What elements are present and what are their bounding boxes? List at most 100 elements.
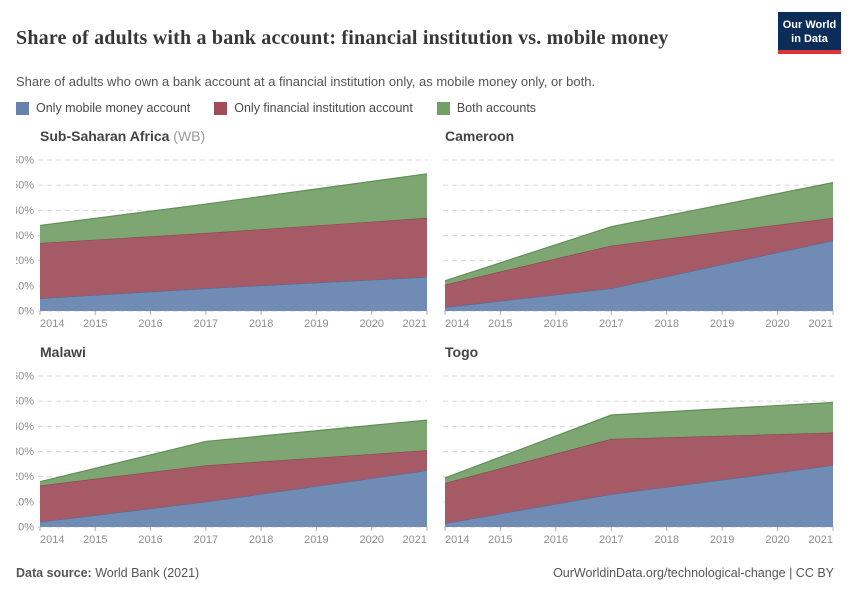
chart-subtitle: Share of adults who own a bank account a… bbox=[16, 74, 596, 89]
x-tick-label: 2019 bbox=[710, 534, 734, 546]
legend-swatch-both bbox=[436, 101, 450, 115]
legend-swatch-only_mobile bbox=[16, 101, 29, 115]
area-only_fi[interactable] bbox=[40, 217, 427, 299]
facet-title-text: Malawi bbox=[40, 344, 86, 360]
x-tick-label: 2016 bbox=[138, 318, 162, 330]
legend-item-only_mobile[interactable]: Only mobile money account bbox=[16, 101, 190, 115]
area-both[interactable] bbox=[40, 420, 427, 486]
area-top-line-both bbox=[39, 173, 428, 227]
facet-title-text: Togo bbox=[445, 344, 479, 360]
legend-item-both[interactable]: Both accounts bbox=[436, 101, 537, 115]
y-tick-label: 10% bbox=[16, 496, 34, 508]
x-tick-label: 2015 bbox=[83, 534, 107, 546]
legend: Only mobile money account Only financial … bbox=[16, 101, 536, 115]
owid-logo[interactable]: Our World in Data bbox=[778, 12, 841, 54]
data-source: Data source: World Bank (2021) bbox=[16, 566, 199, 580]
owid-logo-line2: in Data bbox=[791, 33, 828, 46]
area-only_fi[interactable] bbox=[445, 432, 833, 524]
y-tick-label: 60% bbox=[16, 371, 34, 383]
legend-item-only_fi[interactable]: Only financial institution account bbox=[214, 101, 413, 115]
y-tick-label: 0% bbox=[18, 306, 34, 318]
y-tick-label: 0% bbox=[18, 522, 34, 534]
area-top-line-both bbox=[444, 401, 834, 479]
area-only_mobile[interactable] bbox=[445, 465, 833, 527]
y-tick-label: 20% bbox=[16, 255, 34, 267]
x-tick-label: 2020 bbox=[765, 318, 789, 330]
x-tick-label: 2016 bbox=[544, 534, 568, 546]
area-both[interactable] bbox=[445, 402, 833, 483]
x-tick-label: 2017 bbox=[194, 318, 218, 330]
footer: Data source: World Bank (2021) OurWorldi… bbox=[16, 566, 834, 580]
data-source-value: World Bank (2021) bbox=[91, 566, 200, 580]
y-tick-label: 20% bbox=[16, 471, 34, 483]
x-tick-label: 2020 bbox=[359, 534, 383, 546]
x-tick-label: 2018 bbox=[249, 318, 273, 330]
x-tick-label: 2020 bbox=[765, 534, 789, 546]
x-tick-label: 2018 bbox=[654, 318, 678, 330]
area-both[interactable] bbox=[445, 182, 833, 285]
x-tick-label: 2016 bbox=[138, 534, 162, 546]
y-tick-label: 30% bbox=[16, 446, 34, 458]
y-tick-label: 60% bbox=[16, 155, 34, 167]
facet-malawi: Malawi 2014 2015 2016 2017 2018 2019 2020 2021 0%… bbox=[16, 344, 431, 552]
facet-togo: Togo 2014 2015 2016 2017 2018 2019 2020 2021 bbox=[433, 344, 837, 552]
x-tick-label: 2014 bbox=[40, 318, 64, 330]
y-tick-label: 40% bbox=[16, 205, 34, 217]
legend-label: Only mobile money account bbox=[36, 101, 191, 115]
legend-label: Only financial institution account bbox=[234, 101, 413, 115]
x-tick-label: 2021 bbox=[809, 534, 833, 546]
x-tick-label: 2018 bbox=[249, 534, 273, 546]
y-tick-label: 30% bbox=[16, 230, 34, 242]
x-tick-label: 2017 bbox=[194, 534, 218, 546]
y-tick-label: 50% bbox=[16, 180, 34, 192]
x-tick-label: 2014 bbox=[445, 318, 469, 330]
facet-title-text: Cameroon bbox=[445, 128, 515, 144]
facet-chart-sub-saharan-africa[interactable]: 2014 2015 2016 2017 2018 2019 2020 2021 0% 10% 20%… bbox=[16, 154, 431, 336]
area-only_mobile[interactable] bbox=[40, 277, 427, 311]
x-tick-label: 2021 bbox=[809, 318, 833, 330]
facet-chart-togo[interactable]: 2014 2015 2016 2017 2018 2019 2020 2021 bbox=[433, 370, 837, 552]
facet-sub-saharan-africa: Sub-Saharan Africa (WB) 2014 2015 2016 2017 2… bbox=[16, 128, 431, 336]
facet-cameroon: Cameroon 2014 2015 2016 2017 2018 2019 2020 2021 bbox=[433, 128, 837, 336]
x-tick-label: 2014 bbox=[445, 534, 469, 546]
legend-swatch-only_fi bbox=[214, 101, 228, 115]
x-tick-label: 2021 bbox=[403, 534, 427, 546]
area-top-line-both bbox=[444, 182, 834, 282]
x-tick-label: 2017 bbox=[599, 318, 623, 330]
footer-citation-link[interactable]: OurWorldinData.org/technological-change … bbox=[553, 566, 834, 580]
facet-title: Sub-Saharan Africa (WB) bbox=[16, 128, 431, 154]
x-tick-label: 2014 bbox=[40, 534, 64, 546]
x-tick-label: 2021 bbox=[403, 318, 427, 330]
x-tick-label: 2015 bbox=[83, 318, 107, 330]
area-only_fi[interactable] bbox=[40, 450, 427, 522]
x-tick-label: 2019 bbox=[304, 534, 328, 546]
y-tick-label: 50% bbox=[16, 396, 34, 408]
x-tick-label: 2016 bbox=[544, 318, 568, 330]
area-top-line-both bbox=[39, 419, 428, 483]
legend-label: Both accounts bbox=[456, 101, 537, 115]
y-tick-label: 40% bbox=[16, 421, 34, 433]
facet-chart-cameroon[interactable]: 2014 2015 2016 2017 2018 2019 2020 2021 bbox=[433, 154, 837, 336]
facet-title: Cameroon bbox=[433, 128, 837, 154]
x-tick-label: 2018 bbox=[654, 534, 678, 546]
x-tick-label: 2017 bbox=[599, 534, 623, 546]
owid-logo-red-bar bbox=[778, 50, 841, 54]
facet-title-qualifier: (WB) bbox=[169, 128, 206, 144]
page-title: Share of adults with a bank account: fin… bbox=[16, 27, 669, 50]
x-tick-label: 2020 bbox=[359, 318, 383, 330]
facet-title-text: Sub-Saharan Africa bbox=[40, 128, 170, 144]
facet-chart-malawi[interactable]: 2014 2015 2016 2017 2018 2019 2020 2021 0% 10% 20%… bbox=[16, 370, 431, 552]
area-both[interactable] bbox=[40, 173, 427, 244]
x-tick-label: 2019 bbox=[710, 318, 734, 330]
facet-title: Togo bbox=[433, 344, 837, 370]
x-tick-label: 2019 bbox=[304, 318, 328, 330]
facet-title: Malawi bbox=[16, 344, 431, 370]
x-tick-label: 2015 bbox=[488, 318, 512, 330]
y-tick-label: 10% bbox=[16, 280, 34, 292]
data-source-label: Data source: bbox=[16, 566, 92, 580]
x-tick-label: 2015 bbox=[488, 534, 512, 546]
owid-logo-line1: Our World bbox=[782, 19, 837, 31]
area-only_fi[interactable] bbox=[445, 217, 833, 308]
area-only_mobile[interactable] bbox=[445, 240, 833, 311]
